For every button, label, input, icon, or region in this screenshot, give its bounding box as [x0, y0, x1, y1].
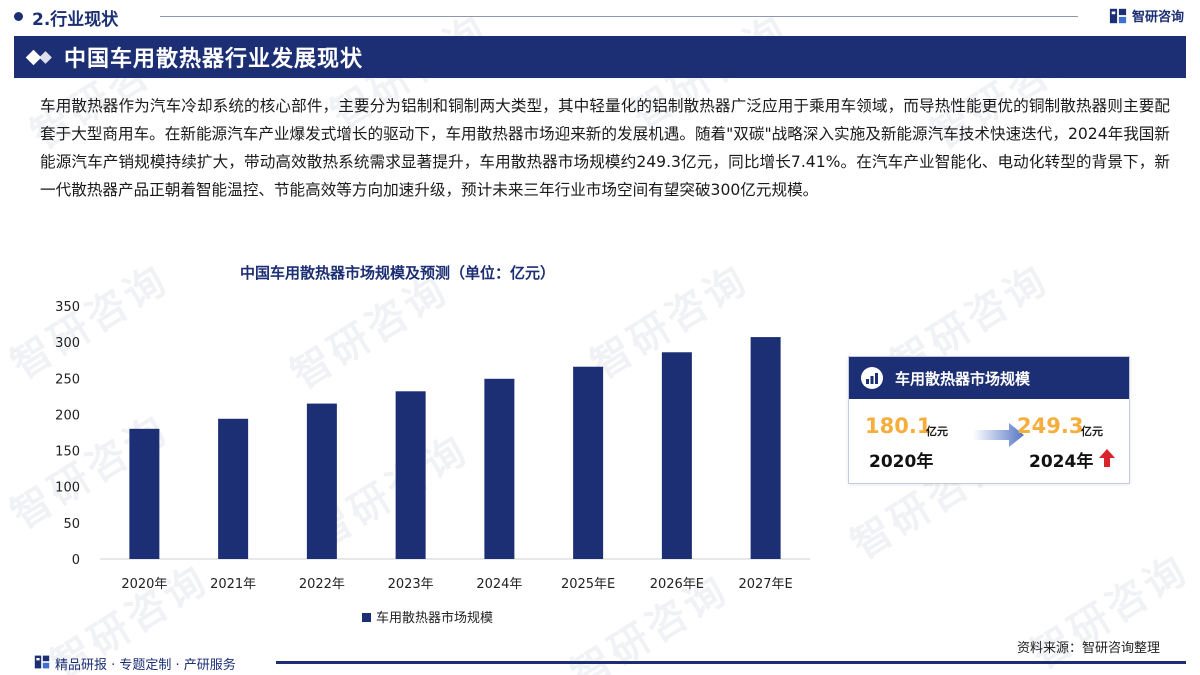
bar: [484, 378, 515, 559]
brand-name: 智研咨询: [1131, 10, 1184, 25]
bar: [395, 391, 426, 559]
title-banner: 中国车用散热器行业发展现状: [14, 36, 1186, 78]
kpi-from-value: 180.1: [865, 414, 932, 438]
x-tick-labels: 2020年 2021年 2022年 2023年 2024年 2025年E 2026年E 202…: [121, 577, 792, 592]
kpi-to-value: 249.3: [1017, 414, 1084, 438]
x-tick-label: 2026年E: [650, 577, 704, 592]
brand-logo-icon: [34, 655, 50, 669]
bars-group: [129, 337, 781, 559]
y-tick-label: 200: [55, 408, 80, 423]
footer-divider: [276, 661, 1186, 664]
page-title: 中国车用散热器行业发展现状: [64, 47, 364, 72]
x-tick-label: 2027年E: [738, 577, 792, 592]
y-tick-label: 350: [55, 300, 80, 315]
footer: 精品研报 · 专题定制 · 产研服务: [0, 651, 1200, 675]
legend: 车用散热器市场规模: [362, 610, 493, 626]
y-tick-label: 300: [55, 336, 80, 351]
footer-tagline: 精品研报 · 专题定制 · 产研服务: [55, 658, 236, 673]
trend-up-icon: [1099, 449, 1115, 467]
bar-chart-icon: [866, 373, 878, 384]
x-tick-label: 2025年E: [561, 577, 615, 592]
top-bar: 2.行业现状 智研咨询: [0, 0, 1200, 34]
kpi-header: 车用散热器市场规模: [849, 357, 1129, 399]
section-title: 2.行业现状: [32, 10, 119, 30]
y-axis: 0 50 100 150 200 250 300 350: [55, 300, 80, 568]
bar: [218, 418, 249, 559]
kpi-to-unit: 亿元: [1081, 425, 1103, 438]
chart-icon: [861, 367, 883, 389]
y-tick-label: 100: [55, 481, 80, 496]
y-tick-label: 0: [72, 553, 80, 568]
kpi-to-year: 2024年: [1029, 452, 1094, 472]
arrow-right-icon: [973, 423, 1024, 447]
kpi-from-year: 2020年: [869, 452, 934, 472]
brand-logo-icon: [1109, 8, 1127, 23]
bar: [750, 337, 781, 559]
brand: 智研咨询: [1109, 6, 1184, 25]
bar: [573, 366, 604, 559]
x-tick-label: 2023年: [388, 577, 434, 592]
section-divider: [160, 16, 1078, 17]
body-paragraph: 车用散热器作为汽车冷却系统的核心部件，主要分为铝制和铜制两大类型，其中轻量化的铝…: [40, 97, 1170, 199]
y-tick-label: 250: [55, 372, 80, 387]
x-tick-label: 2024年: [476, 577, 522, 592]
x-tick-label: 2020年: [121, 577, 167, 592]
bar: [661, 352, 692, 559]
x-tick-label: 2021年: [210, 577, 256, 592]
kpi-card: 车用散热器市场规模 180.1 亿元 2020年 249.3 亿元 2024年: [848, 356, 1130, 484]
y-tick-label: 150: [55, 445, 80, 460]
kpi-from-unit: 亿元: [926, 425, 948, 438]
data-source: 资料来源：智研咨询整理: [1016, 641, 1160, 656]
bar: [306, 403, 337, 559]
legend-swatch: [362, 613, 371, 622]
bar: [129, 428, 160, 559]
section-bullet-icon: [14, 12, 23, 21]
y-tick-label: 50: [63, 517, 80, 532]
chart-title: 中国车用散热器市场规模及预测（单位：亿元）: [240, 264, 556, 282]
x-tick-label: 2022年: [299, 577, 345, 592]
legend-label: 车用散热器市场规模: [376, 610, 493, 626]
diamond-icon: [39, 50, 52, 64]
kpi-title: 车用散热器市场规模: [895, 370, 1031, 388]
diamond-icon: [25, 49, 52, 65]
